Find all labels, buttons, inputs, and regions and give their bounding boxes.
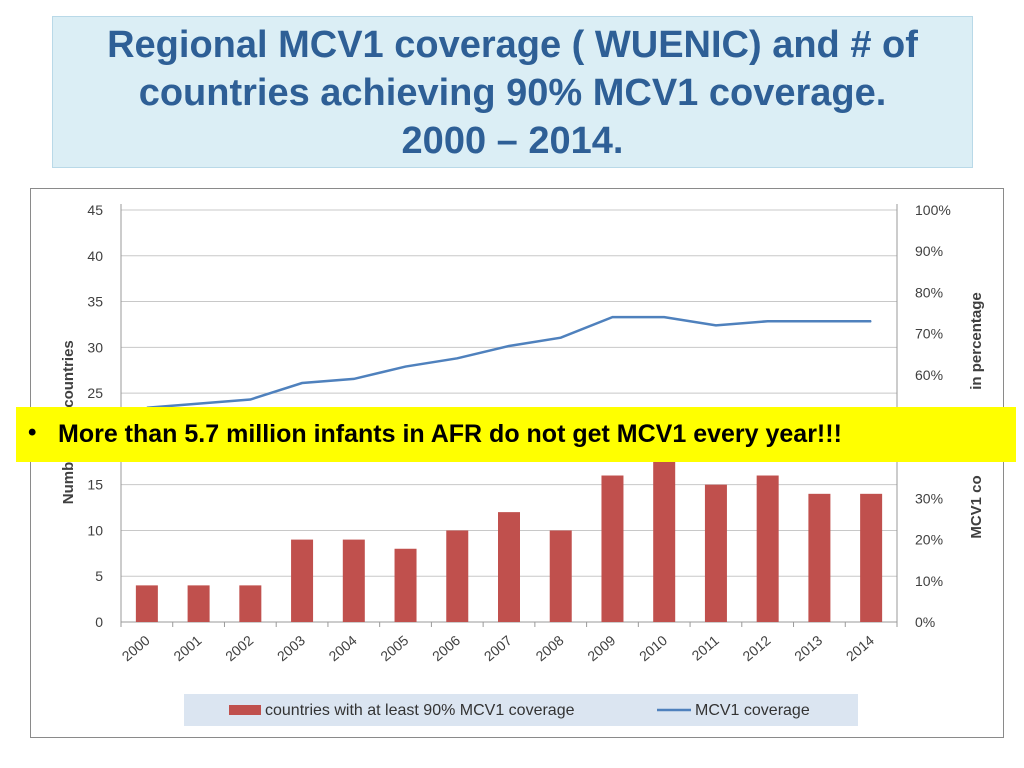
bar-2004 (342, 539, 365, 622)
bar-2007 (498, 512, 520, 622)
y-tick-label: 25 (87, 385, 103, 401)
bar-2002 (239, 585, 262, 622)
line-point-2008 (560, 337, 562, 339)
title-line-3: 2000 – 2014. (401, 120, 624, 162)
y-tick-label: 0 (95, 614, 103, 630)
y2-tick-label: 90% (915, 243, 943, 259)
y2-tick-label: 10% (915, 573, 943, 589)
x-tick-label: 2001 (170, 632, 204, 664)
bar-2006 (446, 530, 469, 622)
bar-2010 (653, 457, 676, 622)
legend-label-bar: countries with at least 90% MCV1 coverag… (265, 702, 575, 719)
line-point-2014 (870, 320, 872, 322)
y-tick-label: 5 (95, 568, 103, 584)
page-title: Regional MCV1 coverage ( WUENIC) and # o… (53, 21, 972, 165)
bar-2014 (860, 493, 883, 622)
y-axis-title-part-1: Numb (60, 462, 77, 505)
title-line-1: Regional MCV1 coverage ( WUENIC) and # o… (107, 24, 918, 66)
line-point-2012 (767, 320, 769, 322)
x-tick-label: 2010 (636, 632, 670, 664)
bar-2000 (135, 585, 158, 622)
legend-swatch-bar (229, 705, 261, 715)
line-point-2001 (198, 403, 200, 405)
x-tick-label: 2009 (584, 632, 618, 664)
callout-banner: • More than 5.7 million infants in AFR d… (16, 407, 1016, 462)
y2-tick-label: 30% (915, 490, 943, 506)
line-point-2004 (353, 378, 355, 380)
mcv1-coverage-line (146, 315, 872, 410)
line-point-2013 (818, 320, 820, 322)
bullet-point: • (28, 419, 37, 446)
y2-axis-title-part-2: in percentage (968, 292, 985, 390)
y-tick-label: 45 (87, 202, 103, 218)
x-tick-label: 2005 (377, 632, 411, 664)
y2-tick-label: 80% (915, 284, 943, 300)
legend-label-line: MCV1 coverage (695, 702, 810, 719)
line-point-2007 (508, 345, 510, 347)
x-tick-label: 2014 (843, 632, 877, 664)
y-tick-label: 40 (87, 248, 103, 264)
chart-frame: 0510152025303540450%10%20%30%40%60%70%80… (30, 188, 1004, 738)
x-tick-label: 2004 (326, 632, 360, 664)
y2-tick-label: 0% (915, 614, 935, 630)
bar-2009 (601, 475, 624, 622)
bar-2008 (549, 530, 572, 622)
y-tick-label: 10 (87, 522, 103, 538)
y-tick-label: 30 (87, 339, 103, 355)
bar-2013 (808, 493, 831, 622)
y2-tick-label: 100% (915, 202, 951, 218)
line-point-2009 (611, 316, 613, 318)
y2-axis-title-part-1: MCV1 co (968, 475, 985, 538)
x-tick-label: 2006 (429, 632, 463, 664)
line-point-2003 (301, 382, 303, 384)
line-point-2006 (456, 357, 458, 359)
x-tick-label: 2007 (481, 632, 515, 664)
y2-tick-label: 20% (915, 532, 943, 548)
x-tick-label: 2003 (274, 632, 308, 664)
y2-tick-label: 60% (915, 367, 943, 383)
x-tick-label: 2000 (119, 632, 153, 664)
legend (184, 694, 858, 726)
bar-2012 (756, 475, 779, 622)
y-axis-title-part-2: countries (60, 340, 77, 408)
y-tick-label: 35 (87, 294, 103, 310)
line-point-2005 (405, 366, 407, 368)
x-tick-label: 2002 (222, 632, 256, 664)
bar-2003 (291, 539, 314, 622)
title-box: Regional MCV1 coverage ( WUENIC) and # o… (52, 16, 973, 168)
line-point-2010 (663, 316, 665, 318)
bar-2005 (394, 548, 417, 622)
bar-2011 (704, 484, 727, 622)
x-tick-label: 2012 (739, 632, 773, 664)
line-point-2011 (715, 324, 717, 326)
banner-text: More than 5.7 million infants in AFR do … (58, 420, 842, 448)
line-point-2002 (249, 399, 251, 401)
title-line-2: countries achieving 90% MCV1 coverage. (138, 72, 887, 114)
combo-chart: 0510152025303540450%10%20%30%40%60%70%80… (60, 202, 985, 726)
x-tick-label: 2008 (533, 632, 567, 664)
y-tick-label: 15 (87, 477, 103, 493)
y2-tick-label: 70% (915, 326, 943, 342)
bar-2001 (187, 585, 210, 622)
x-tick-label: 2013 (791, 632, 825, 664)
x-tick-label: 2011 (689, 632, 723, 664)
